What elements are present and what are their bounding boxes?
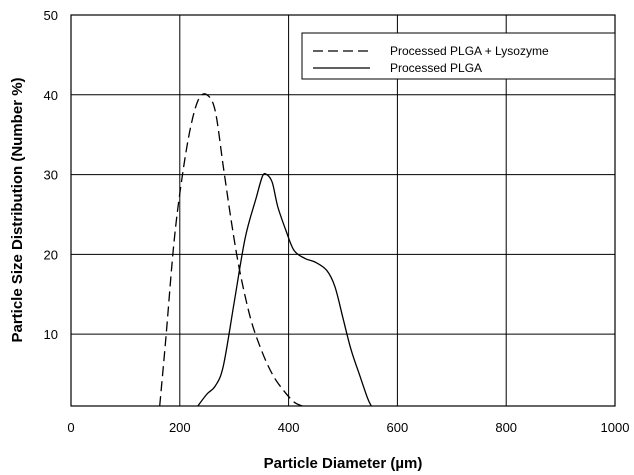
y-tick-label: 50 bbox=[44, 8, 58, 23]
x-tick-label: 400 bbox=[278, 420, 300, 435]
x-axis-title: Particle Diameter (µm) bbox=[264, 455, 423, 472]
x-tick-label: 800 bbox=[495, 420, 517, 435]
legend: Processed PLGA + Lysozyme Processed PLGA bbox=[301, 32, 616, 80]
legend-box bbox=[301, 32, 616, 80]
y-axis-tick-labels: 10 20 30 40 50 bbox=[44, 8, 58, 342]
x-tick-label: 0 bbox=[67, 420, 74, 435]
x-axis-tick-labels: 0 200 400 600 800 1000 bbox=[67, 420, 629, 435]
y-tick-label: 10 bbox=[44, 327, 58, 342]
x-tick-label: 1000 bbox=[601, 420, 630, 435]
series-line-plga-lysozyme bbox=[159, 93, 303, 407]
x-tick-label: 600 bbox=[387, 420, 409, 435]
y-tick-label: 30 bbox=[44, 168, 58, 183]
series-line-plga bbox=[197, 172, 372, 407]
grid-lines bbox=[71, 15, 615, 406]
series-lines bbox=[159, 93, 372, 407]
y-tick-label: 40 bbox=[44, 88, 58, 103]
plot-area-frame bbox=[70, 14, 616, 407]
x-tick-label: 200 bbox=[169, 420, 191, 435]
y-axis-title: Particle Size Distribution (Number %) bbox=[9, 77, 26, 342]
legend-label-plga: Processed PLGA bbox=[390, 61, 482, 75]
legend-label-plga-lysozyme: Processed PLGA + Lysozyme bbox=[390, 44, 549, 58]
y-tick-label: 20 bbox=[44, 247, 58, 262]
